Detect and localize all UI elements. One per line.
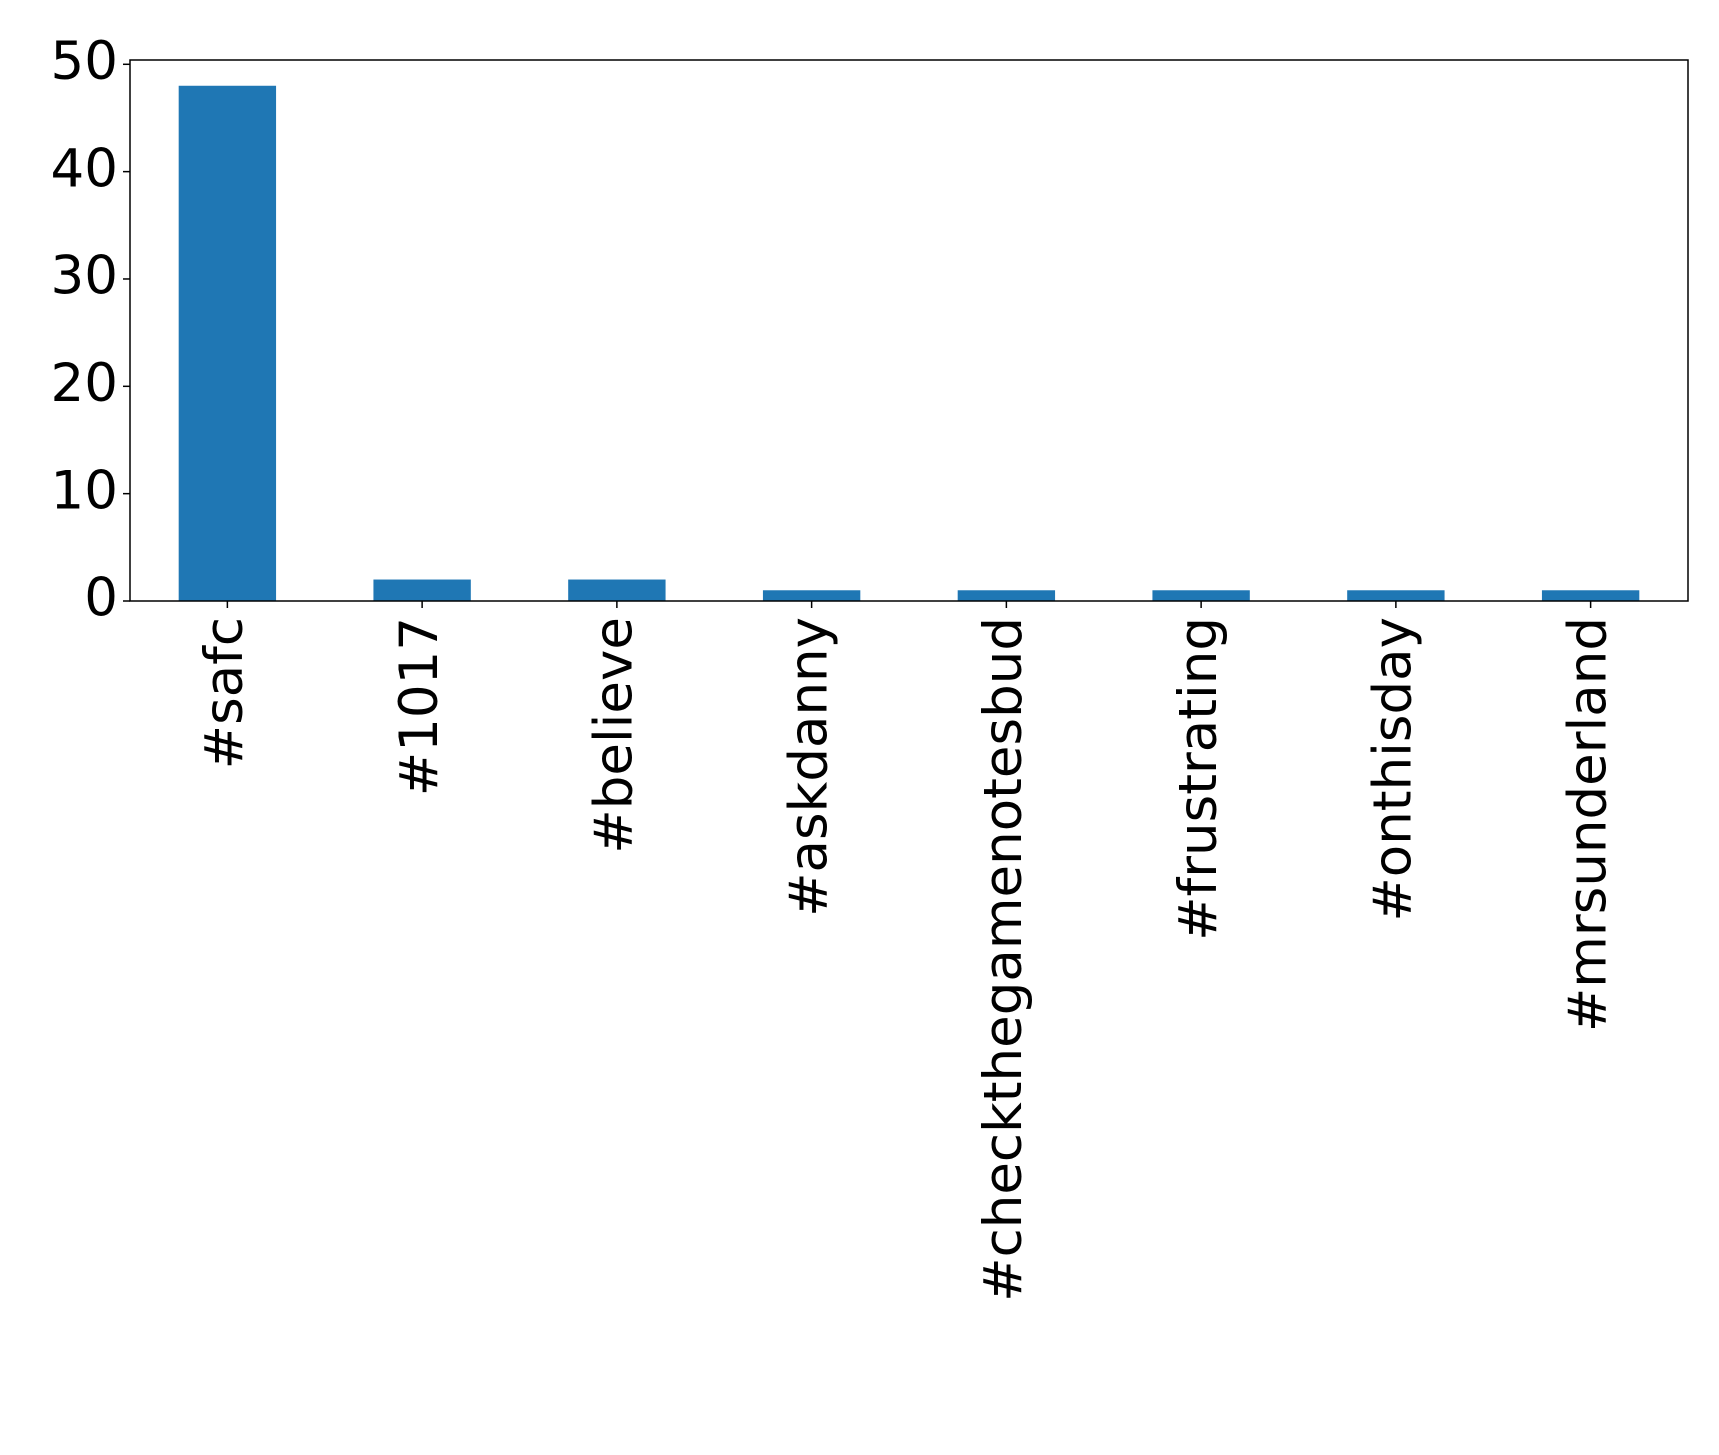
x-tick-label: #believe [584,617,645,854]
x-tick-label: #askdanny [778,617,839,917]
plot-frame [129,59,1689,602]
x-tick-label: #mrsunderland [1557,617,1618,1032]
x-tick-label: #onthisday [1363,617,1424,922]
y-tick-label: 30 [51,246,118,307]
x-tick-label: #checkthegamenotesbud [973,617,1034,1302]
y-tick-label: 20 [51,353,118,414]
y-tick-label: 40 [51,138,118,199]
x-tick-label: #frustrating [1168,617,1229,941]
y-tick-label: 50 [51,31,118,92]
bar [373,579,471,601]
bar [568,579,666,601]
bar [1541,590,1640,601]
y-tick-label: 0 [84,568,118,629]
bar [957,590,1056,601]
bar [1347,590,1445,601]
x-tick-label: #safc [194,617,255,769]
bar [178,85,277,601]
bar [762,590,861,601]
bar [1152,590,1250,601]
x-tick-label: #1017 [389,617,450,796]
y-tick-label: 10 [51,460,118,521]
